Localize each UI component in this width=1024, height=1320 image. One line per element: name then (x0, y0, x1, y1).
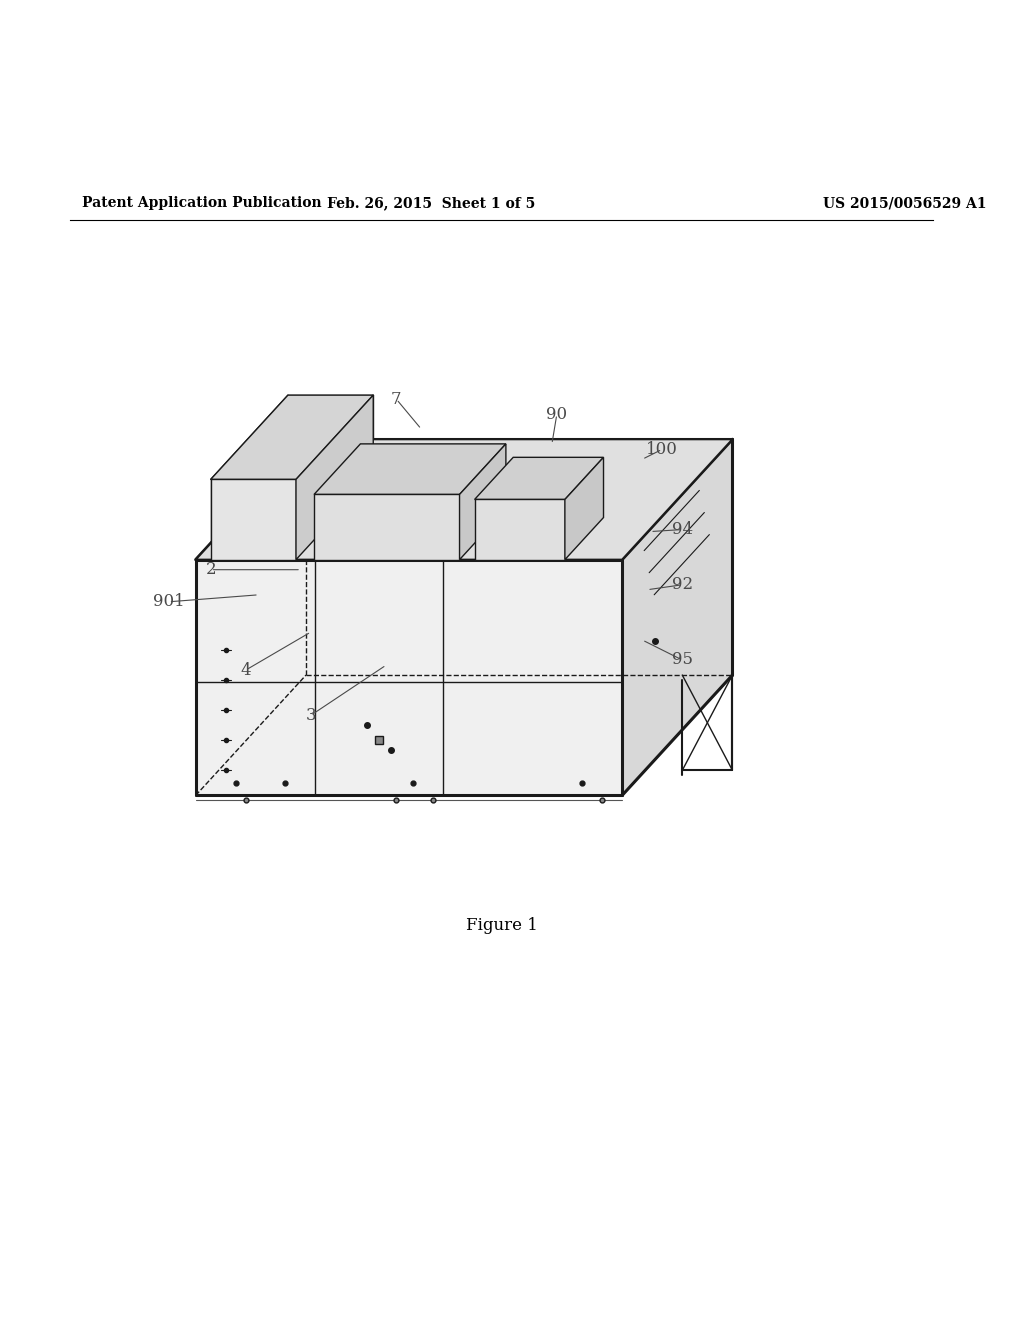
Text: Patent Application Publication: Patent Application Publication (82, 197, 322, 210)
Polygon shape (460, 444, 506, 560)
Text: 100: 100 (646, 441, 678, 458)
Text: Feb. 26, 2015  Sheet 1 of 5: Feb. 26, 2015 Sheet 1 of 5 (328, 197, 536, 210)
Text: 3: 3 (306, 706, 316, 723)
Polygon shape (622, 440, 732, 796)
Text: 901: 901 (153, 593, 184, 610)
Polygon shape (474, 499, 565, 560)
Polygon shape (196, 675, 732, 796)
Polygon shape (296, 395, 373, 560)
Text: 2: 2 (206, 561, 216, 578)
Text: Figure 1: Figure 1 (466, 917, 538, 935)
Polygon shape (314, 444, 506, 495)
Text: 4: 4 (241, 661, 251, 678)
Polygon shape (196, 440, 732, 560)
Polygon shape (474, 457, 603, 499)
Text: 92: 92 (672, 577, 693, 593)
Text: US 2015/0056529 A1: US 2015/0056529 A1 (822, 197, 986, 210)
Polygon shape (565, 457, 603, 560)
Polygon shape (211, 479, 296, 560)
Text: 7: 7 (391, 391, 401, 408)
Text: 95: 95 (672, 652, 693, 668)
Text: 94: 94 (672, 521, 693, 539)
Polygon shape (211, 395, 373, 479)
Text: 6: 6 (281, 411, 291, 428)
Text: 90: 90 (546, 405, 567, 422)
Polygon shape (196, 560, 622, 796)
Polygon shape (314, 495, 460, 560)
